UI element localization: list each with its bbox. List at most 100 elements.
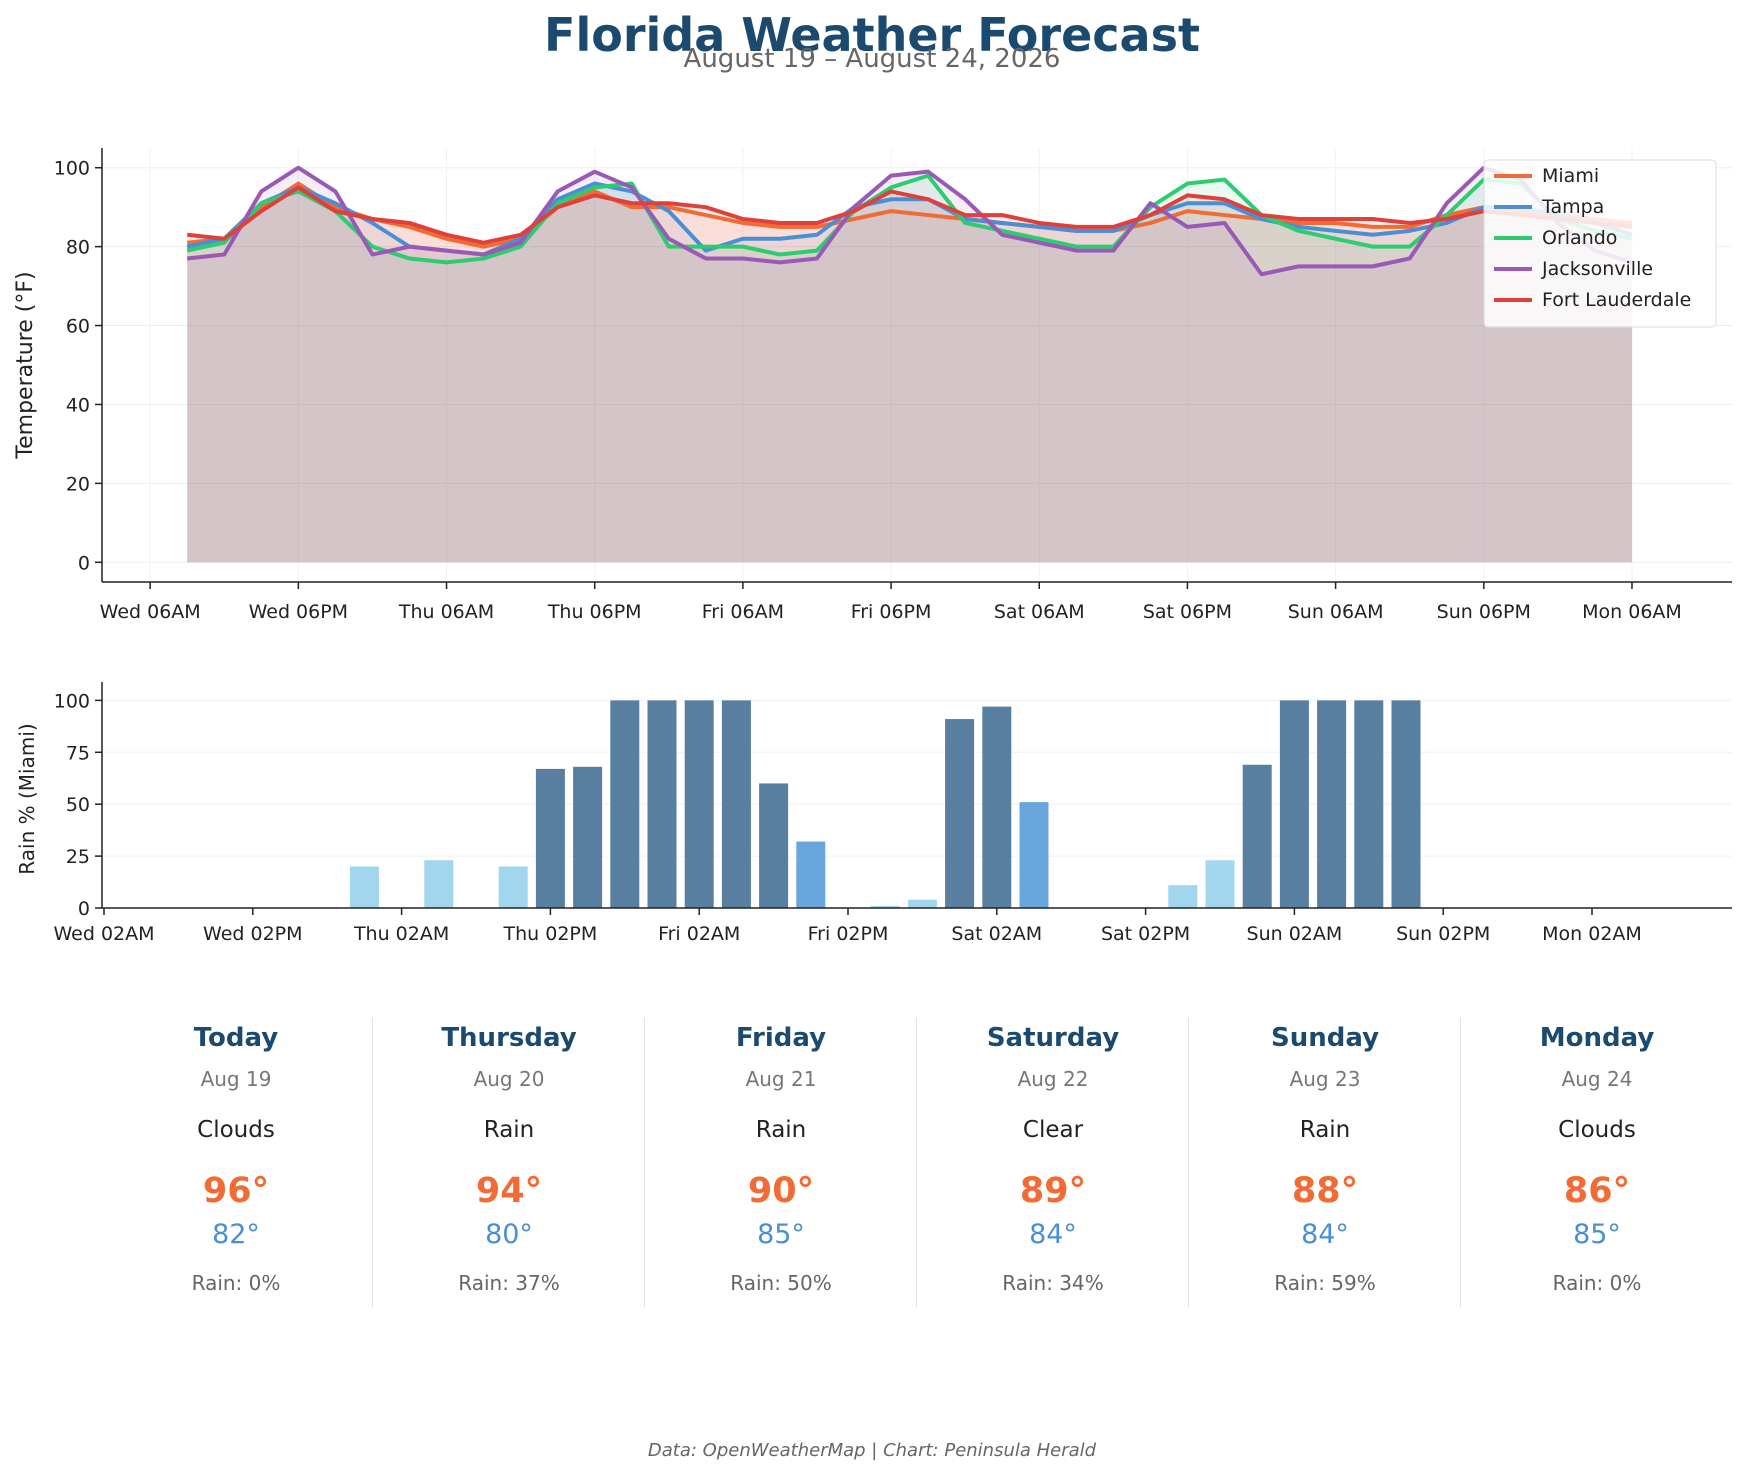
- series-area: [187, 183, 1632, 563]
- series-line: [186, 173, 1633, 265]
- x-tick-label: Sun 02AM: [1247, 923, 1343, 945]
- y-tick-label: 50: [66, 794, 90, 816]
- series-line: [186, 165, 1633, 277]
- legend-box: [1483, 159, 1717, 328]
- rain-bar: [1168, 885, 1198, 908]
- y-tick-label: 0: [78, 552, 90, 574]
- day-rain-chance: Rain: 0%: [191, 1271, 281, 1295]
- day-rain-chance: Rain: 37%: [458, 1271, 560, 1295]
- rain-bar: [1354, 700, 1384, 908]
- temperature-chart: 0 20 40 60 80 100 Wed 06AM Wed 06PM Thu 06AM Thu …: [13, 148, 1732, 623]
- day-name: Saturday: [986, 1023, 1120, 1053]
- y-tick-label: 25: [66, 846, 90, 868]
- day-low-temp: 84°: [1301, 1219, 1349, 1250]
- day-low-temp: 85°: [757, 1219, 805, 1250]
- rain-bar: [1317, 700, 1347, 908]
- legend-label: Jacksonville: [1541, 258, 1653, 280]
- rain-bar: [1391, 700, 1421, 908]
- day-high-temp: 86°: [1563, 1171, 1631, 1211]
- day-card: Today Aug 19 Clouds 96° 82° Rain: 0%: [100, 1018, 372, 1308]
- rain-bar: [796, 841, 826, 908]
- x-tick-label: Thu 06AM: [398, 601, 494, 623]
- y-tick-label: 60: [66, 316, 90, 338]
- x-tick-label: Wed 02PM: [203, 923, 303, 945]
- day-low-temp: 85°: [1573, 1219, 1621, 1250]
- chart-title: Florida Weather Forecast: [544, 8, 1200, 62]
- day-condition: Rain: [755, 1117, 807, 1143]
- rain-bar: [1279, 700, 1309, 908]
- day-rain-chance: Rain: 0%: [1552, 1271, 1642, 1295]
- y-tick-label: 20: [66, 473, 90, 495]
- day-condition: Clouds: [1558, 1117, 1636, 1143]
- day-date: Aug 20: [473, 1067, 545, 1091]
- day-name: Today: [193, 1023, 279, 1053]
- day-name: Thursday: [441, 1023, 577, 1053]
- y-tick-label: 0: [78, 898, 90, 920]
- x-tick-label: Fri 06PM: [851, 601, 932, 623]
- day-card: Monday Aug 24 Clouds 86° 85° Rain: 0%: [1460, 1018, 1733, 1308]
- y-tick-label: 100: [54, 690, 90, 712]
- day-rain-chance: Rain: 34%: [1002, 1271, 1104, 1295]
- day-card: Friday Aug 21 Rain 90° 85° Rain: 50%: [644, 1018, 917, 1308]
- rain-bar: [349, 866, 379, 908]
- x-tick-label: Mon 02AM: [1542, 923, 1642, 945]
- x-tick-label: Wed 06AM: [100, 601, 201, 623]
- x-tick-label: Fri 02PM: [808, 923, 889, 945]
- series-area: [187, 183, 1632, 563]
- x-tick-label: Mon 06AM: [1582, 601, 1682, 623]
- legend-label: Orlando: [1542, 227, 1617, 249]
- day-card: Thursday Aug 20 Rain 94° 80° Rain: 37%: [372, 1018, 645, 1308]
- y-axis-label: Temperature (°F): [13, 271, 38, 459]
- series-line: [186, 181, 1633, 249]
- x-tick-label: Sat 06AM: [994, 601, 1085, 623]
- x-tick-label: Wed 02AM: [53, 923, 154, 945]
- y-tick-label: 40: [66, 394, 90, 416]
- day-card: Sunday Aug 23 Rain 88° 84° Rain: 59%: [1188, 1018, 1461, 1308]
- x-tick-label: Sun 06AM: [1288, 601, 1384, 623]
- rain-bar: [945, 719, 975, 908]
- series-area: [187, 187, 1632, 563]
- rain-bar: [721, 700, 751, 908]
- x-tick-label: Sat 02PM: [1101, 923, 1190, 945]
- day-condition: Rain: [483, 1117, 535, 1143]
- day-high-temp: 94°: [475, 1171, 543, 1211]
- x-tick-label: Thu 02AM: [353, 923, 449, 945]
- rain-bar: [498, 866, 528, 908]
- day-name: Friday: [735, 1023, 827, 1053]
- day-date: Aug 22: [1017, 1067, 1089, 1091]
- day-high-temp: 89°: [1019, 1171, 1087, 1211]
- rain-bar: [610, 700, 640, 908]
- day-rain-chance: Rain: 50%: [730, 1271, 832, 1295]
- x-tick-label: Sun 06PM: [1437, 601, 1531, 623]
- day-low-temp: 80°: [485, 1219, 533, 1250]
- day-low-temp: 82°: [212, 1219, 260, 1250]
- legend-label: Miami: [1542, 165, 1599, 187]
- rain-bar: [1242, 764, 1272, 908]
- day-condition: Clear: [1022, 1117, 1084, 1143]
- day-low-temp: 84°: [1029, 1219, 1077, 1250]
- rain-bar: [870, 905, 900, 908]
- x-tick-label: Thu 02PM: [503, 923, 598, 945]
- rain-chart: 0 25 50 75 100 Wed 02AM Wed 02PM Thu 02AM Thu 02…: [15, 682, 1732, 945]
- day-date: Aug 19: [200, 1067, 272, 1091]
- x-tick-label: Sun 02PM: [1396, 923, 1490, 945]
- day-name: Monday: [1539, 1023, 1655, 1053]
- x-tick-label: Fri 02AM: [658, 923, 740, 945]
- day-rain-chance: Rain: 59%: [1274, 1271, 1376, 1295]
- rain-bar: [573, 766, 603, 908]
- day-high-temp: 88°: [1291, 1171, 1359, 1211]
- legend-label: Tampa: [1541, 196, 1604, 218]
- series-line: [186, 185, 1633, 245]
- y-tick-label: 75: [66, 742, 90, 764]
- day-date: Aug 24: [1561, 1067, 1633, 1091]
- chart-subtitle: August 19 – August 24, 2026: [683, 44, 1061, 74]
- rain-bar: [907, 899, 937, 908]
- day-high-temp: 96°: [202, 1171, 270, 1211]
- rain-bar: [982, 706, 1012, 908]
- rain-bar: [759, 783, 789, 908]
- rain-bar: [684, 700, 714, 908]
- data-credit: Data: OpenWeatherMap | Chart: Peninsula …: [647, 1440, 1097, 1461]
- day-card: Saturday Aug 22 Clear 89° 84° Rain: 34%: [916, 1018, 1189, 1308]
- rain-bar: [535, 768, 565, 908]
- y-tick-label: 100: [54, 158, 90, 180]
